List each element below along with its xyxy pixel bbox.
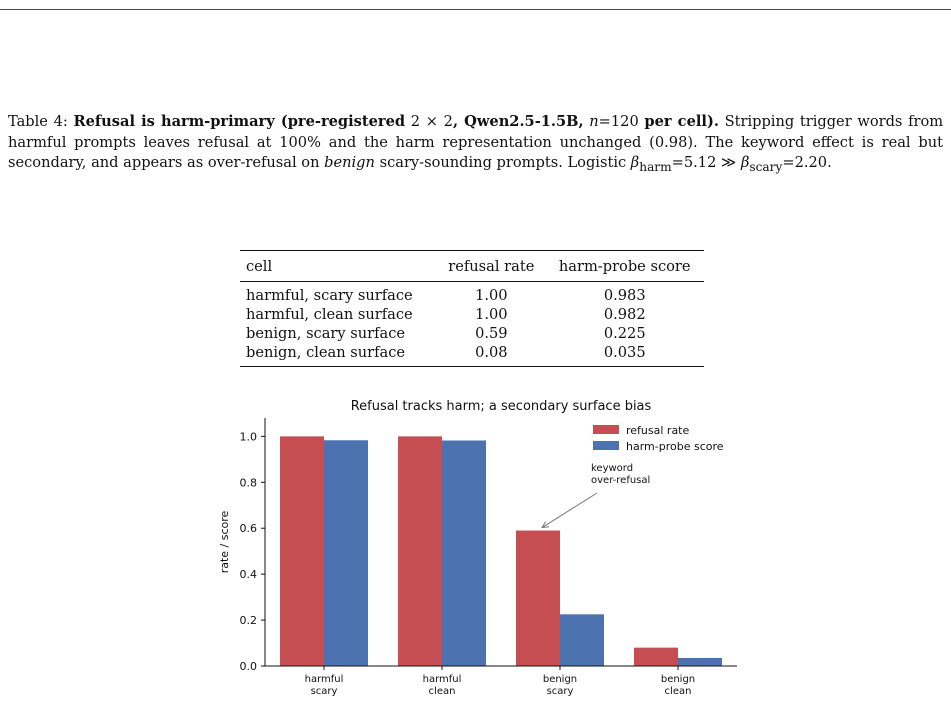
caption-bold-model: , Qwen2.5-1.5B, [452, 113, 584, 130]
bar-refusal-rate [398, 436, 442, 666]
row-refusal-rate: 0.08 [437, 343, 546, 367]
row-harm-probe-score: 0.225 [603, 325, 646, 342]
row-refusal-rate: 1.00 [475, 306, 508, 323]
row-refusal-rate: 1.00 [475, 287, 508, 304]
x-tick-label: benign [543, 674, 577, 685]
x-tick-label: scary [311, 686, 338, 697]
beta-harm-symbol: β [630, 154, 640, 171]
legend-label: refusal rate [626, 424, 689, 437]
y-tick-label: 0.6 [240, 522, 258, 535]
beta-scary-symbol: β [740, 154, 750, 171]
beta-scary-subscript: scary [749, 159, 783, 174]
header-harm-probe-score: harm-probe score [545, 250, 704, 282]
beta-scary-value: =2.20. [782, 154, 832, 171]
table-header-row: cell refusal rate harm-probe score [240, 250, 704, 282]
y-tick-label: 0.8 [240, 476, 258, 489]
x-tick-label: scary [547, 686, 574, 697]
x-tick-label: harmful [305, 674, 344, 685]
caption-bold-lead: Refusal is harm-primary (pre-registered [73, 113, 406, 130]
bar-harm-probe-score [560, 614, 604, 666]
table-row: harmful, clean surface 1.00 0.982 [240, 305, 704, 324]
bar-refusal-rate [516, 530, 560, 666]
caption-two: 2 [410, 113, 421, 130]
caption-n-symbol: n [589, 113, 599, 130]
x-tick-label: clean [665, 686, 692, 697]
table-row: harmful, scary surface 1.00 0.983 [240, 282, 704, 306]
legend-swatch [593, 425, 619, 434]
caption-text-1: Stripping trigger words from harmful pro… [8, 113, 944, 171]
caption-benign: benign [324, 154, 375, 171]
chart-title: Refusal tracks harm; a secondary surface… [351, 399, 652, 414]
legend-swatch [593, 441, 619, 450]
table-number: Table 4: [8, 113, 68, 130]
table-row: benign, scary surface 0.59 0.225 [240, 324, 704, 343]
row-harm-probe-score: 0.035 [545, 343, 704, 367]
annotation-text: over-refusal [591, 475, 650, 486]
y-tick-label: 0.2 [240, 614, 258, 627]
row-harm-probe-score: 0.982 [603, 306, 646, 323]
table-row: benign, clean surface 0.08 0.035 [240, 343, 704, 367]
y-tick-label: 0.4 [240, 568, 258, 581]
caption-text-2: scary-sounding prompts. Logistic [379, 154, 627, 171]
row-refusal-rate: 0.59 [475, 325, 508, 342]
annotation-arrow-line [541, 492, 598, 528]
beta-harm-value: =5.12 [671, 154, 717, 171]
annotation-arrow-head [541, 521, 550, 529]
row-cell-label: harmful, clean surface [246, 306, 413, 323]
caption-bold-tail: per cell). [644, 113, 719, 130]
table-caption: Table 4: Refusal is harm-primary (pre-re… [8, 112, 943, 177]
x-tick-label: clean [429, 686, 456, 697]
caption-times: × [425, 113, 438, 130]
x-tick-label: harmful [423, 674, 462, 685]
y-axis-label: rate / score [218, 510, 231, 573]
bar-refusal-rate [280, 436, 324, 666]
y-tick-label: 1.0 [240, 430, 258, 443]
row-cell-label: benign, scary surface [246, 325, 406, 342]
results-table-wrap: cell refusal rate harm-probe score harmf… [240, 250, 704, 367]
much-greater-symbol: ≫ [721, 154, 737, 171]
bar-harm-probe-score [678, 657, 722, 666]
annotation-text: keyword [591, 463, 633, 474]
header-refusal-rate: refusal rate [437, 250, 546, 282]
row-cell-label: benign, clean surface [240, 343, 438, 367]
page-top-rule [0, 9, 951, 10]
row-harm-probe-score: 0.983 [603, 287, 646, 304]
bar-harm-probe-score [324, 440, 368, 666]
bar-harm-probe-score [442, 440, 486, 666]
beta-harm-subscript: harm [639, 159, 672, 174]
header-cell: cell [240, 250, 438, 282]
caption-two-b: 2 [443, 113, 453, 130]
bar-refusal-rate [634, 647, 678, 666]
results-table: cell refusal rate harm-probe score harmf… [240, 250, 704, 367]
caption-n-value: =120 [598, 113, 639, 130]
x-tick-label: benign [661, 674, 695, 685]
y-tick-label: 0.0 [240, 660, 258, 673]
refusal-bar-chart: Refusal tracks harm; a secondary surface… [218, 399, 737, 697]
row-cell-label: harmful, scary surface [246, 287, 413, 304]
legend-label: harm-probe score [626, 440, 724, 453]
